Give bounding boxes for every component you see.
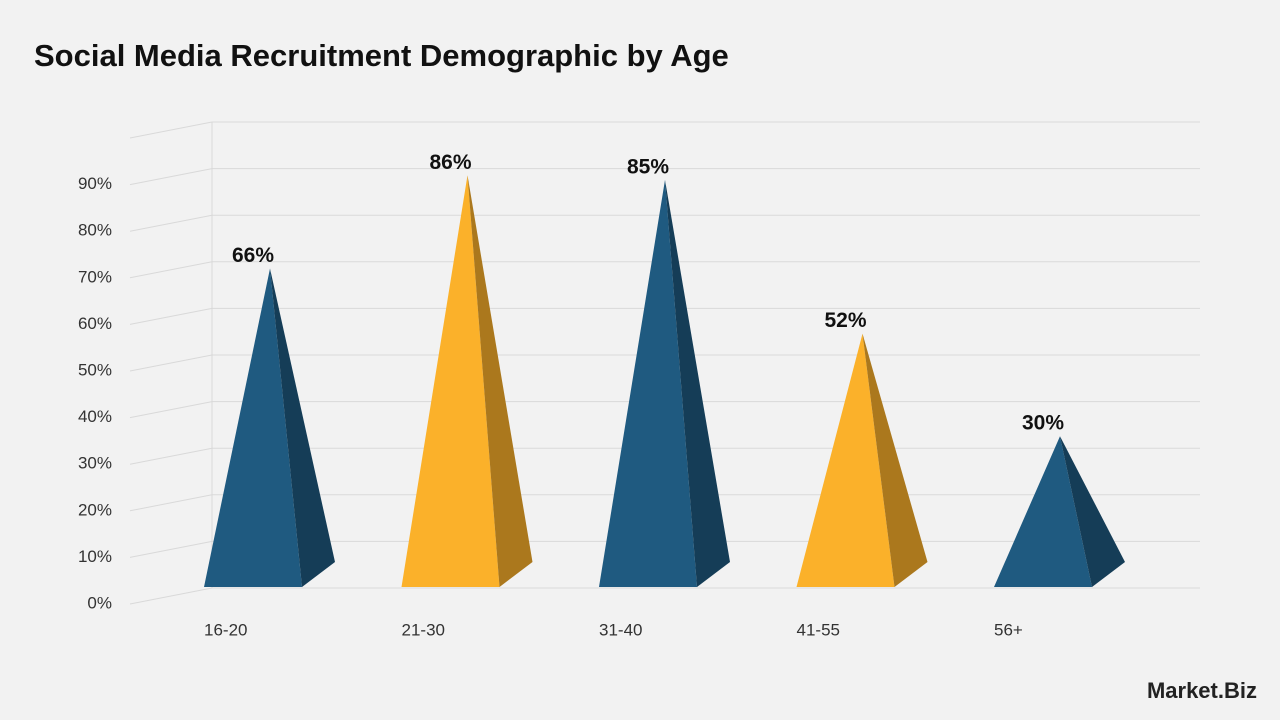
grid-line xyxy=(129,168,213,186)
y-tick-label: 90% xyxy=(78,174,112,193)
pyramid xyxy=(204,268,335,587)
pyramid-front xyxy=(796,333,895,587)
grid-line xyxy=(129,587,213,605)
grid-line xyxy=(129,447,213,465)
pyramid-side xyxy=(1060,436,1125,587)
x-tick-label: 31-40 xyxy=(599,620,642,639)
pyramid xyxy=(994,436,1125,587)
grid-line xyxy=(129,401,213,419)
value-label: 86% xyxy=(429,151,471,174)
x-tick-label: 56+ xyxy=(994,620,1023,639)
y-tick-label: 70% xyxy=(78,267,112,286)
value-label: 85% xyxy=(627,155,669,178)
grid-line xyxy=(129,261,213,279)
grid-line xyxy=(129,494,213,512)
pyramid-side xyxy=(270,268,335,587)
y-tick-label: 0% xyxy=(87,593,112,612)
x-tick-label: 21-30 xyxy=(402,620,445,639)
watermark: Market.Biz xyxy=(1147,678,1257,703)
pyramid-side xyxy=(862,333,928,587)
y-tick-label: 50% xyxy=(78,360,112,379)
y-tick-label: 30% xyxy=(78,454,112,473)
pyramid-side xyxy=(467,175,533,588)
pyramid-front xyxy=(401,175,500,588)
y-tick-label: 20% xyxy=(78,500,112,519)
x-tick-label: 41-55 xyxy=(797,620,840,639)
grid-line xyxy=(129,307,213,325)
y-tick-label: 60% xyxy=(78,314,112,333)
pyramid-front xyxy=(599,179,697,587)
value-label: 30% xyxy=(1022,412,1064,435)
value-label: 52% xyxy=(824,309,866,332)
pyramid xyxy=(599,179,730,587)
chart-title: Social Media Recruitment Demographic by … xyxy=(34,38,729,73)
pyramid-front xyxy=(994,436,1092,587)
grid-line xyxy=(129,121,213,139)
y-tick-label: 40% xyxy=(78,407,112,426)
x-tick-label: 16-20 xyxy=(204,620,247,639)
pyramid xyxy=(796,333,928,587)
grid-line xyxy=(129,354,213,372)
pyramid xyxy=(401,175,533,588)
pyramid-side xyxy=(665,179,730,587)
pyramid-front xyxy=(204,268,302,587)
y-tick-label: 80% xyxy=(78,221,112,240)
value-label: 66% xyxy=(232,244,274,267)
grid-line xyxy=(129,214,213,232)
y-tick-label: 10% xyxy=(78,547,112,566)
grid-line xyxy=(129,540,213,558)
